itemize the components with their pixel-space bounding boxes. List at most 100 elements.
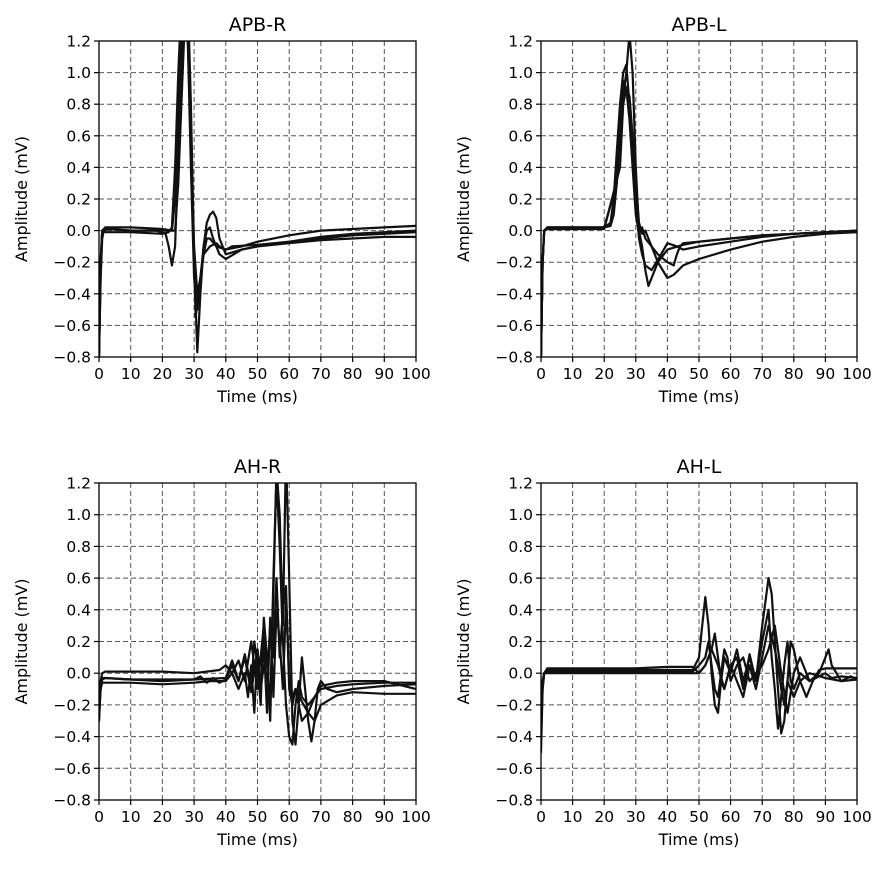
y-tick-label: −0.6 <box>53 317 91 335</box>
x-tick-label: 30 <box>184 808 204 826</box>
chart-title: AH-L <box>677 456 722 478</box>
chart-panel-1: 0 10 20 30 40 50 60 70 80 90 100 −0.8 −0.6 −0.4 −0.2 0.… <box>454 14 872 406</box>
x-tick-label: 60 <box>279 808 299 826</box>
y-tick-label: −0.6 <box>495 317 533 335</box>
y-tick-label: 1.2 <box>66 475 91 493</box>
x-tick-label: 0 <box>536 808 546 826</box>
x-tick-label: 10 <box>121 365 141 383</box>
x-tick-label: 20 <box>153 365 173 383</box>
x-tick-label: 20 <box>594 808 614 826</box>
y-tick-label: 0.0 <box>508 665 533 683</box>
x-tick-label: 30 <box>626 365 646 383</box>
x-tick-label: 80 <box>343 365 363 383</box>
series-line-1 <box>99 483 416 746</box>
x-tick-label: 80 <box>784 808 804 826</box>
y-tick-label: 0.6 <box>66 127 91 145</box>
y-tick-label: 0.2 <box>508 633 533 651</box>
x-tick-label: 10 <box>563 808 583 826</box>
series-line-3 <box>99 600 416 714</box>
x-tick-label: 40 <box>658 365 678 383</box>
x-tick-label: 100 <box>401 808 431 826</box>
y-tick-label: 0.6 <box>66 570 91 588</box>
y-tick-label: 0.4 <box>66 159 91 177</box>
y-tick-label: 0.2 <box>66 633 91 651</box>
y-tick-label: 0.8 <box>66 96 91 114</box>
series-line-2 <box>99 41 416 357</box>
chart-panel-0: 0 10 20 30 40 50 60 70 80 90 100 −0.8 −0.6 −0.4 −0.2 0.… <box>12 14 431 406</box>
y-tick-label: 0.0 <box>66 222 91 240</box>
y-tick-label: 0.6 <box>508 570 533 588</box>
x-tick-label: 50 <box>248 365 268 383</box>
y-tick-label: 1.0 <box>66 64 91 82</box>
x-tick-label: 40 <box>216 808 236 826</box>
y-tick-label: 0.4 <box>508 159 533 177</box>
x-tick-label: 60 <box>721 365 741 383</box>
x-tick-label: 90 <box>374 365 394 383</box>
x-axis-label: Time (ms) <box>216 387 298 406</box>
x-tick-label: 60 <box>279 365 299 383</box>
x-axis-label: Time (ms) <box>216 830 298 849</box>
x-tick-label: 0 <box>94 808 104 826</box>
x-tick-label: 70 <box>311 808 331 826</box>
y-tick-label: −0.2 <box>53 254 91 272</box>
y-tick-label: 0.4 <box>66 601 91 619</box>
chart-title: AH-R <box>234 456 281 478</box>
x-tick-label: 100 <box>842 808 872 826</box>
y-tick-label: −0.4 <box>53 728 91 746</box>
x-tick-label: 0 <box>536 365 546 383</box>
y-tick-label: −0.8 <box>495 349 533 367</box>
x-tick-label: 40 <box>658 808 678 826</box>
series-line-3 <box>99 41 416 357</box>
y-tick-label: 0.8 <box>508 96 533 114</box>
y-tick-label: −0.2 <box>495 696 533 714</box>
x-tick-label: 10 <box>121 808 141 826</box>
series-line-1 <box>541 577 857 738</box>
series-line-3 <box>541 87 857 357</box>
x-tick-label: 0 <box>94 365 104 383</box>
y-axis-label: Amplitude (mV) <box>454 578 473 704</box>
x-axis-label: Time (ms) <box>658 387 740 406</box>
x-tick-label: 90 <box>816 808 836 826</box>
y-tick-label: 1.0 <box>508 64 533 82</box>
y-tick-label: 0.4 <box>508 601 533 619</box>
y-tick-label: 1.2 <box>508 33 533 51</box>
x-tick-label: 50 <box>248 808 268 826</box>
x-tick-label: 10 <box>563 365 583 383</box>
series-line-3 <box>541 624 857 730</box>
y-axis-label: Amplitude (mV) <box>12 578 31 704</box>
y-tick-label: 0.8 <box>66 538 91 556</box>
y-tick-label: 0.0 <box>66 665 91 683</box>
x-tick-label: 20 <box>594 365 614 383</box>
y-tick-label: 0.2 <box>508 191 533 209</box>
y-tick-label: −0.4 <box>495 728 533 746</box>
y-tick-label: 1.2 <box>508 475 533 493</box>
y-tick-label: 0.8 <box>508 538 533 556</box>
x-tick-label: 50 <box>689 808 709 826</box>
x-tick-label: 100 <box>401 365 431 383</box>
x-tick-label: 70 <box>752 808 772 826</box>
chart-panel-2: 0 10 20 30 40 50 60 70 80 90 100 −0.8 −0.6 −0.4 −0.2 0.… <box>12 456 431 849</box>
y-tick-label: −0.6 <box>495 760 533 778</box>
chart-panel-3: 0 10 20 30 40 50 60 70 80 90 100 −0.8 −0.6 −0.4 −0.2 0.… <box>454 456 872 849</box>
y-tick-label: −0.2 <box>53 696 91 714</box>
y-tick-label: 0.0 <box>508 222 533 240</box>
y-tick-label: −0.2 <box>495 254 533 272</box>
x-tick-label: 50 <box>689 365 709 383</box>
x-tick-label: 90 <box>816 365 836 383</box>
x-tick-label: 70 <box>311 365 331 383</box>
x-tick-label: 20 <box>153 808 173 826</box>
y-tick-label: −0.8 <box>495 792 533 810</box>
y-tick-label: 1.0 <box>508 506 533 524</box>
chart-title: APB-L <box>672 14 727 36</box>
y-axis-label: Amplitude (mV) <box>454 136 473 262</box>
x-axis-label: Time (ms) <box>658 830 740 849</box>
x-tick-label: 100 <box>842 365 872 383</box>
y-tick-label: −0.4 <box>495 285 533 303</box>
y-tick-label: 1.0 <box>66 506 91 524</box>
y-tick-label: −0.8 <box>53 349 91 367</box>
x-tick-label: 60 <box>721 808 741 826</box>
series-line-2 <box>541 79 857 357</box>
x-tick-label: 80 <box>784 365 804 383</box>
x-tick-label: 90 <box>374 808 394 826</box>
